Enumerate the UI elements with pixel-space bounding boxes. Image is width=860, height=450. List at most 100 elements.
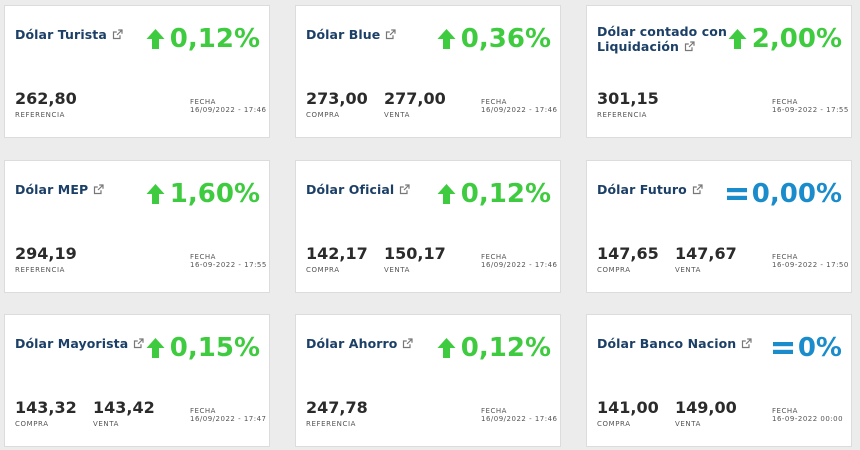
quote-number: 150,17 — [384, 244, 446, 263]
quote-date-value: 16-09-2022 - 17:55 — [190, 261, 267, 269]
quote-date-label: FECHA — [772, 253, 798, 261]
quote-value-referencia: 262,80 REFERENCIA — [15, 89, 77, 120]
quote-title[interactable]: Dólar Blue — [306, 27, 466, 42]
quote-title-text[interactable]: Dólar Banco Nacion — [597, 336, 737, 351]
arrow-up-icon — [437, 183, 456, 205]
quote-title-text[interactable]: Dólar Turista — [15, 27, 107, 42]
quote-value-referencia: 301,15 REFERENCIA — [597, 89, 659, 120]
quote-title-text[interactable]: Dólar Oficial — [306, 182, 395, 197]
quote-value-venta: 149,00 VENTA — [675, 398, 737, 429]
quote-date-label: FECHA — [190, 98, 216, 106]
quote-title[interactable]: Dólar Mayorista — [15, 336, 175, 351]
quote-value-venta: 150,17 VENTA — [384, 244, 446, 275]
quote-number-label: REFERENCIA — [15, 266, 65, 274]
quote-title[interactable]: Dólar contado con Liquidación — [597, 24, 757, 54]
quote-number-label: VENTA — [675, 420, 701, 428]
external-link-icon[interactable] — [133, 338, 144, 349]
quote-title[interactable]: Dólar MEP — [15, 182, 175, 197]
external-link-icon[interactable] — [112, 29, 123, 40]
quote-card-6[interactable]: Dólar Futuro 0,00% 147,65 COMPRA 147,67 VEN… — [586, 160, 852, 293]
quote-number: 294,19 — [15, 244, 77, 263]
quote-number-label: COMPRA — [15, 420, 49, 428]
arrow-up-icon — [728, 28, 747, 50]
quote-card-1[interactable]: Dólar Turista 0,12% 262,80 REFERENCIA FEC… — [4, 5, 270, 138]
quote-title-text[interactable]: Dólar Ahorro — [306, 336, 398, 351]
quote-title[interactable]: Dólar Ahorro — [306, 336, 466, 351]
quote-number-label: VENTA — [384, 111, 410, 119]
quote-number: 147,67 — [675, 244, 737, 263]
quote-change-value: 0,12% — [460, 333, 551, 363]
quote-value-compra: 142,17 COMPRA — [306, 245, 368, 275]
external-link-icon[interactable] — [402, 338, 414, 349]
quote-card-4[interactable]: Dólar MEP 1,60% 294,19 REFERENCIA FECHA 1… — [4, 160, 270, 293]
quote-number-label: VENTA — [93, 420, 119, 428]
quote-title-text[interactable]: Dólar contado con Liquidación — [597, 24, 727, 54]
quote-change: 0,15% — [146, 333, 260, 363]
quote-date-value: 16/09/2022 - 17:47 — [190, 415, 267, 423]
quote-number-label: VENTA — [384, 266, 410, 274]
quote-title-text[interactable]: Dólar Futuro — [597, 182, 687, 197]
quote-value-venta: 147,67 VENTA — [675, 244, 737, 275]
arrow-up-icon — [146, 183, 165, 205]
quote-change: 0,36% — [437, 24, 551, 54]
quote-change-value: 0,12% — [460, 179, 551, 209]
quote-title[interactable]: Dólar Oficial — [306, 182, 466, 197]
quote-value-venta: 143,42 VENTA — [93, 399, 155, 429]
quote-number-label: COMPRA — [306, 266, 340, 274]
quote-date-label: FECHA — [190, 407, 216, 415]
quote-change-value: 0% — [797, 333, 842, 363]
external-link-icon[interactable] — [741, 338, 752, 349]
quote-number: 301,15 — [597, 89, 659, 108]
quote-value-compra: 273,00 COMPRA — [306, 90, 368, 120]
arrow-up-icon — [146, 28, 165, 50]
quote-date: FECHA 16-09-2022 00:00 — [772, 407, 843, 423]
quote-number-label: REFERENCIA — [15, 111, 65, 119]
quote-title-text[interactable]: Dólar MEP — [15, 182, 89, 197]
external-link-icon[interactable] — [93, 184, 104, 195]
quote-change: 0% — [772, 333, 842, 363]
equals-icon — [772, 341, 793, 355]
quote-date-label: FECHA — [772, 407, 798, 415]
quote-title-text[interactable]: Dólar Mayorista — [15, 336, 129, 351]
quote-card-3[interactable]: Dólar contado con Liquidación 2,00% 301,… — [586, 5, 852, 138]
quote-number: 149,00 — [675, 398, 737, 417]
quote-number-label: COMPRA — [306, 111, 340, 119]
quote-value-venta: 277,00 VENTA — [384, 90, 446, 120]
quote-change: 0,12% — [437, 333, 551, 363]
quote-title[interactable]: Dólar Turista — [15, 27, 175, 42]
quote-number-label: COMPRA — [597, 266, 631, 274]
quote-title[interactable]: Dólar Banco Nacion — [597, 336, 757, 351]
quote-date-label: FECHA — [190, 253, 216, 261]
quote-date: FECHA 16/09/2022 - 17:47 — [190, 407, 267, 423]
external-link-icon[interactable] — [692, 184, 703, 195]
quote-number: 141,00 — [597, 398, 659, 417]
quote-date-value: 16-09-2022 - 17:50 — [772, 261, 849, 269]
quote-change-value: 1,60% — [169, 179, 260, 209]
quote-title-text[interactable]: Dólar Blue — [306, 27, 381, 42]
arrow-up-icon — [146, 337, 165, 359]
quote-card-9[interactable]: Dólar Banco Nacion 0% 141,00 COMPRA 149,00… — [586, 314, 852, 447]
quote-card-5[interactable]: Dólar Oficial 0,12% 142,17 COMPRA 150,17 VE… — [295, 160, 561, 293]
quote-number-label: REFERENCIA — [306, 420, 356, 428]
quote-title[interactable]: Dólar Futuro — [597, 182, 757, 197]
quote-number: 262,80 — [15, 89, 77, 108]
quote-number: 247,78 — [306, 398, 368, 417]
quote-card-7[interactable]: Dólar Mayorista 0,15% 143,32 COMPRA 143,42… — [4, 314, 270, 447]
quote-date-label: FECHA — [481, 407, 507, 415]
quote-date-label: FECHA — [772, 98, 798, 106]
quote-change-value: 2,00% — [751, 24, 842, 54]
external-link-icon[interactable] — [684, 41, 695, 52]
quote-date: FECHA 16/09/2022 - 17:46 — [190, 98, 267, 114]
equals-icon — [726, 187, 747, 201]
quote-date-value: 16/09/2022 - 17:46 — [190, 106, 267, 114]
quote-card-2[interactable]: Dólar Blue 0,36% 273,00 COMPRA 277,00 VENTA… — [295, 5, 561, 138]
quote-date: FECHA 16-09-2022 - 17:55 — [190, 253, 267, 269]
external-link-icon[interactable] — [399, 184, 410, 195]
quote-card-8[interactable]: Dólar Ahorro 0,12% 247,78 REFERENCIA FECH… — [295, 314, 561, 447]
quote-date: FECHA 16/09/2022 - 17:46 — [481, 253, 558, 269]
quote-date-value: 16/09/2022 - 17:46 — [481, 261, 558, 269]
quote-change: 2,00% — [728, 24, 842, 54]
external-link-icon[interactable] — [385, 29, 396, 40]
quote-date-value: 16/09/2022 - 17:46 — [481, 106, 558, 114]
quote-change-value: 0,12% — [169, 24, 260, 54]
